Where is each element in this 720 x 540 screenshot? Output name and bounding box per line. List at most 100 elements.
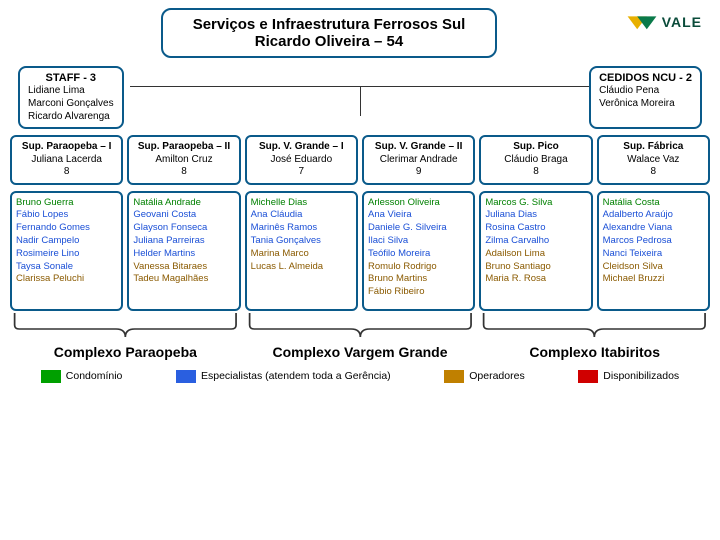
- person: Glayson Fonseca: [133, 222, 234, 235]
- sup-name: José Eduardo: [249, 154, 354, 167]
- sup-name: Amilton Cruz: [131, 154, 236, 167]
- staff-name: Ricardo Alvarenga: [28, 110, 114, 123]
- person: Taysa Sonale: [16, 261, 117, 274]
- person: Fábio Ribeiro: [368, 286, 469, 299]
- cedidos-box: CEDIDOS NCU - 2 Cláudio Pena Verônica Mo…: [589, 66, 702, 129]
- person: Ilaci Silva: [368, 235, 469, 248]
- sup-title: Sup. Fábrica: [601, 141, 706, 154]
- person: Teófilo Moreira: [368, 248, 469, 261]
- person: Nanci Teixeira: [603, 248, 704, 261]
- sup-name: Juliana Lacerda: [14, 154, 119, 167]
- staff-names: Lidiane Lima Marconi Gonçalves Ricardo A…: [28, 84, 114, 123]
- supervisor-box: Sup. PicoCláudio Braga8: [479, 135, 592, 185]
- person: Marina Marco: [251, 248, 352, 261]
- person: Michelle Dias: [251, 197, 352, 210]
- person: Michael Bruzzi: [603, 273, 704, 286]
- bracket-icon: [245, 311, 476, 341]
- person: Natália Costa: [603, 197, 704, 210]
- person: Fábio Lopes: [16, 209, 117, 222]
- person: Juliana Dias: [485, 209, 586, 222]
- supervisor-box: Sup. FábricaWalace Vaz8: [597, 135, 710, 185]
- person: Cleidson Silva: [603, 261, 704, 274]
- team-box: Bruno GuerraFábio LopesFernando GomesNad…: [10, 191, 123, 311]
- legend-disp: Disponibilizados: [578, 370, 679, 383]
- cedidos-names: Cláudio Pena Verônica Moreira: [599, 84, 692, 110]
- sup-title: Sup. Pico: [483, 141, 588, 154]
- supervisor-box: Sup. Paraopeba – IIAmilton Cruz8: [127, 135, 240, 185]
- complex-label: Complexo Paraopeba: [10, 344, 241, 360]
- supervisor-box: Sup. Paraopeba – IJuliana Lacerda8: [10, 135, 123, 185]
- legend-cond: Condomínio: [41, 370, 123, 383]
- vale-logo-text: VALE: [662, 14, 702, 30]
- complex-group: Complexo Paraopeba: [10, 311, 241, 360]
- person: Ana Cláudia: [251, 209, 352, 222]
- person: Geovani Costa: [133, 209, 234, 222]
- person: Marcos G. Silva: [485, 197, 586, 210]
- connector-hline: [130, 86, 590, 87]
- sup-name: Walace Vaz: [601, 154, 706, 167]
- staff-box: STAFF - 3 Lidiane Lima Marconi Gonçalves…: [18, 66, 124, 129]
- person: Adalberto Araújo: [603, 209, 704, 222]
- legend-esp: Especialistas (atendem toda a Gerência): [176, 370, 391, 383]
- swatch-cond: [41, 370, 61, 383]
- cedidos-name: Verônica Moreira: [599, 97, 692, 110]
- sup-count: 8: [14, 166, 119, 179]
- complex-label: Complexo Vargem Grande: [245, 344, 476, 360]
- title-line1: Serviços e Infraestrutura Ferrosos Sul: [193, 16, 466, 33]
- team-box: Michelle DiasAna CláudiaMarinês RamosTan…: [245, 191, 358, 311]
- person: Arlesson Oliveira: [368, 197, 469, 210]
- team-box: Marcos G. SilvaJuliana DiasRosina Castro…: [479, 191, 592, 311]
- complex-brackets: Complexo ParaopebaComplexo Vargem Grande…: [0, 311, 720, 360]
- person: Vanessa Bitaraes: [133, 261, 234, 274]
- title-line2: Ricardo Oliveira – 54: [193, 33, 466, 50]
- complex-group: Complexo Itabiritos: [479, 311, 710, 360]
- header: Serviços e Infraestrutura Ferrosos Sul R…: [0, 0, 720, 62]
- legend-op-label: Operadores: [469, 370, 524, 382]
- team-box: Natália AndradeGeovani CostaGlayson Fons…: [127, 191, 240, 311]
- complex-group: Complexo Vargem Grande: [245, 311, 476, 360]
- person: Tania Gonçalves: [251, 235, 352, 248]
- staff-header: STAFF - 3: [28, 72, 114, 84]
- person: Daniele G. Silveira: [368, 222, 469, 235]
- staff-name: Marconi Gonçalves: [28, 97, 114, 110]
- legend-cond-label: Condomínio: [66, 370, 123, 382]
- swatch-esp: [176, 370, 196, 383]
- person: Maria R. Rosa: [485, 273, 586, 286]
- complex-label: Complexo Itabiritos: [479, 344, 710, 360]
- person: Marinês Ramos: [251, 222, 352, 235]
- person: Bruno Santiago: [485, 261, 586, 274]
- person: Alexandre Viana: [603, 222, 704, 235]
- sup-title: Sup. V. Grande – I: [249, 141, 354, 154]
- person: Rosimeire Lino: [16, 248, 117, 261]
- swatch-disp: [578, 370, 598, 383]
- bracket-icon: [479, 311, 710, 341]
- person: Bruno Guerra: [16, 197, 117, 210]
- legend-esp-label: Especialistas (atendem toda a Gerência): [201, 370, 391, 382]
- team-box: Natália CostaAdalberto AraújoAlexandre V…: [597, 191, 710, 311]
- sup-title: Sup. V. Grande – II: [366, 141, 471, 154]
- person: Lucas L. Almeida: [251, 261, 352, 274]
- person: Clarissa Peluchi: [16, 273, 117, 286]
- team-box: Arlesson OliveiraAna VieiraDaniele G. Si…: [362, 191, 475, 311]
- supervisors-row: Sup. Paraopeba – IJuliana Lacerda8Sup. P…: [0, 129, 720, 185]
- supervisor-box: Sup. V. Grande – IIClerimar Andrade9: [362, 135, 475, 185]
- person: Tadeu Magalhães: [133, 273, 234, 286]
- legend-op: Operadores: [444, 370, 524, 383]
- person: Adailson Lima: [485, 248, 586, 261]
- person: Rosina Castro: [485, 222, 586, 235]
- sup-count: 8: [601, 166, 706, 179]
- person: Zilma Carvalho: [485, 235, 586, 248]
- person: Bruno Martins: [368, 273, 469, 286]
- cedidos-name: Cláudio Pena: [599, 84, 692, 97]
- cedidos-header: CEDIDOS NCU - 2: [599, 72, 692, 84]
- staff-name: Lidiane Lima: [28, 84, 114, 97]
- person: Fernando Gomes: [16, 222, 117, 235]
- sup-name: Clerimar Andrade: [366, 154, 471, 167]
- person: Natália Andrade: [133, 197, 234, 210]
- sup-title: Sup. Paraopeba – I: [14, 141, 119, 154]
- connector-vline: [360, 86, 361, 116]
- legend-disp-label: Disponibilizados: [603, 370, 679, 382]
- person: Juliana Parreiras: [133, 235, 234, 248]
- vale-logo: VALE: [626, 10, 702, 34]
- sup-name: Cláudio Braga: [483, 154, 588, 167]
